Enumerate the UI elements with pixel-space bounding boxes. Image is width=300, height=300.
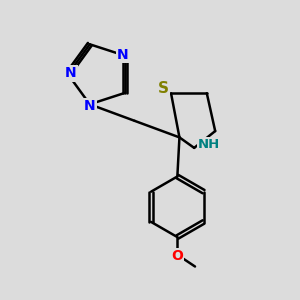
Text: N: N bbox=[84, 99, 96, 113]
Text: NH: NH bbox=[198, 138, 220, 151]
Text: N: N bbox=[65, 66, 77, 80]
Text: O: O bbox=[171, 249, 183, 263]
Text: N: N bbox=[117, 48, 129, 62]
Text: S: S bbox=[158, 81, 169, 96]
